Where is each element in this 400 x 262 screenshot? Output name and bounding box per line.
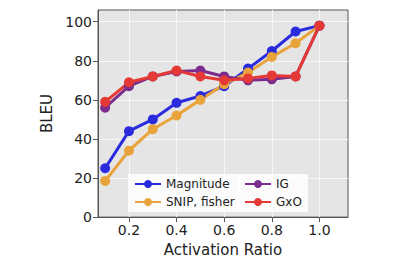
svg-text:0: 0 xyxy=(83,209,92,225)
svg-text:100: 100 xyxy=(65,14,92,30)
svg-text:0.8: 0.8 xyxy=(261,222,283,238)
svg-text:60: 60 xyxy=(74,92,92,108)
svg-text:0.4: 0.4 xyxy=(165,222,187,238)
svg-text:IG: IG xyxy=(276,177,289,191)
svg-text:0.6: 0.6 xyxy=(213,222,235,238)
svg-text:Magnitude: Magnitude xyxy=(166,177,230,191)
svg-text:1.0: 1.0 xyxy=(308,222,330,238)
svg-text:20: 20 xyxy=(74,170,92,186)
svg-text:0.2: 0.2 xyxy=(118,222,140,238)
svg-text:GxO: GxO xyxy=(276,195,302,209)
svg-text:BLEU: BLEU xyxy=(38,94,56,133)
svg-text:80: 80 xyxy=(74,53,92,69)
svg-text:Activation Ratio: Activation Ratio xyxy=(164,241,282,259)
svg-text:40: 40 xyxy=(74,131,92,147)
svg-text:SNIP, fisher: SNIP, fisher xyxy=(166,195,235,209)
